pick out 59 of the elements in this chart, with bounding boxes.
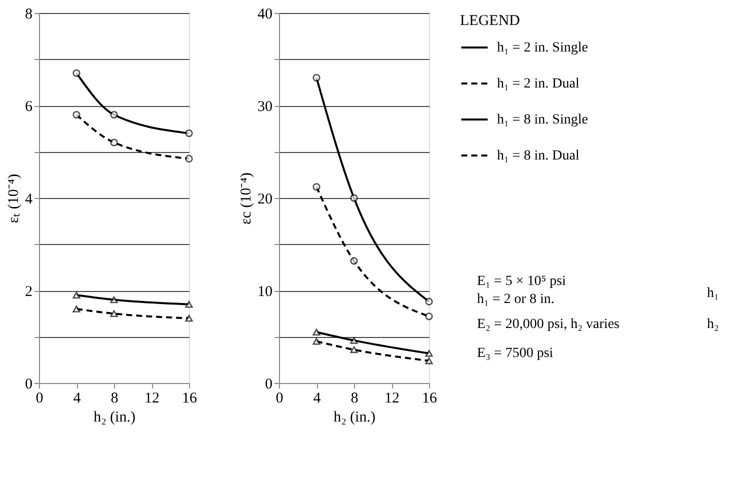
point bbox=[110, 310, 118, 318]
text: h₁ bbox=[707, 286, 719, 301]
point bbox=[425, 350, 433, 357]
y-tick-label: 0 bbox=[25, 376, 32, 392]
point bbox=[72, 292, 80, 299]
text: E₂ = 20,000 psi, h₂ varies bbox=[477, 317, 620, 332]
x-tick-label: 8 bbox=[110, 390, 118, 406]
point bbox=[312, 338, 320, 345]
point bbox=[312, 74, 320, 82]
y-axis-title: εₜ (10⁻⁴) bbox=[6, 174, 22, 224]
y-tick-label: 8 bbox=[25, 6, 32, 22]
legend-label: h₁ = 2 in. Single bbox=[497, 40, 588, 56]
point bbox=[110, 110, 118, 119]
point bbox=[110, 296, 118, 304]
legend-label: h₁ = 8 in. Single bbox=[497, 112, 588, 128]
y-axis-title: εc (10⁻⁴) bbox=[238, 172, 254, 224]
y-tick-label: 10 bbox=[258, 284, 272, 300]
point bbox=[185, 129, 193, 138]
x-tick-label: 0 bbox=[276, 390, 284, 406]
x-axis-title: h₂ (in.) bbox=[94, 410, 136, 426]
point bbox=[425, 298, 433, 306]
point bbox=[350, 337, 358, 344]
legend-label: h₁ = 2 in. Dual bbox=[497, 76, 580, 92]
text: h₁ = 2 or 8 in. bbox=[477, 292, 554, 307]
text: E₃ = 7500 psi bbox=[477, 346, 554, 361]
point bbox=[110, 138, 118, 146]
text: h₂ bbox=[707, 317, 719, 332]
point bbox=[350, 257, 358, 265]
point bbox=[72, 69, 80, 77]
y-tick-label: 20 bbox=[258, 192, 272, 208]
legend-title: LEGEND bbox=[460, 13, 520, 29]
point bbox=[350, 346, 358, 354]
point bbox=[312, 328, 320, 336]
x-tick-label: 16 bbox=[422, 390, 438, 406]
point bbox=[425, 312, 433, 320]
point bbox=[185, 314, 193, 322]
x-tick-label: 8 bbox=[350, 390, 358, 406]
x-tick-label: 0 bbox=[36, 390, 44, 406]
x-axis-title: h₂ (in.) bbox=[334, 410, 376, 426]
x-tick-label: 4 bbox=[313, 390, 322, 406]
x-tick-label: 12 bbox=[144, 390, 160, 406]
y-tick-label: 30 bbox=[258, 99, 272, 115]
text: E₁ = 5 × 10⁵ psi bbox=[477, 274, 566, 289]
point bbox=[350, 194, 358, 202]
x-tick-label: 4 bbox=[73, 390, 82, 406]
point bbox=[185, 154, 193, 162]
y-tick-label: 0 bbox=[265, 376, 272, 392]
x-tick-label: 12 bbox=[384, 390, 400, 406]
y-tick-label: 4 bbox=[25, 192, 33, 208]
point bbox=[185, 300, 193, 308]
point bbox=[72, 306, 80, 312]
legend-label: h₁ = 8 in. Dual bbox=[497, 148, 580, 164]
x-tick-label: 16 bbox=[182, 390, 198, 406]
y-tick-label: 2 bbox=[25, 284, 32, 300]
y-tick-label: 6 bbox=[25, 99, 33, 115]
y-tick-label: 40 bbox=[258, 6, 272, 22]
point bbox=[425, 357, 433, 364]
point bbox=[72, 110, 80, 119]
point bbox=[312, 183, 320, 191]
